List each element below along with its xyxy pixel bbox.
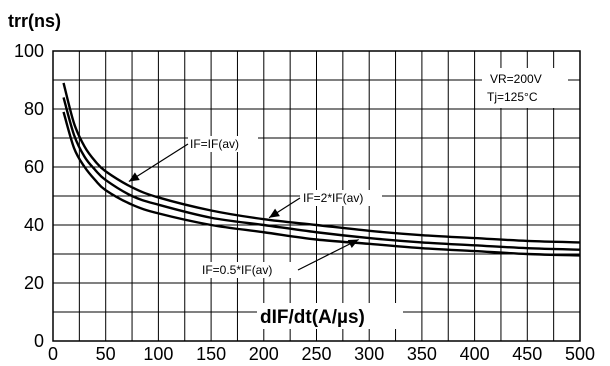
- annotation-arrow-line: [297, 238, 359, 271]
- conditions-box: VR=200V Tj=125°C: [482, 68, 568, 108]
- series-line-1: [62, 97, 581, 251]
- annotation-if-half: IF=0.5*IF(av): [202, 263, 272, 277]
- plot-frame: [52, 50, 581, 342]
- annotation-arrow-head: [269, 208, 280, 218]
- annotation-if-2x: IF=2*IF(av): [303, 191, 363, 205]
- y-tick-label: 80: [24, 99, 44, 119]
- curves: [62, 82, 581, 257]
- x-tick-label: 50: [96, 344, 116, 364]
- y-tick-label: 100: [14, 41, 44, 61]
- annotation-arrow-head: [347, 239, 359, 249]
- x-tick-label: 500: [565, 344, 595, 364]
- x-tick-label: 250: [301, 344, 331, 364]
- annotation-if-av: IF=IF(av): [190, 137, 239, 151]
- x-tick-label: 0: [48, 344, 58, 364]
- x-tick-label: 200: [249, 344, 279, 364]
- series-line-0: [62, 82, 581, 244]
- y-tick-label: 60: [24, 157, 44, 177]
- series-line-2: [62, 111, 581, 257]
- x-axis-label: dIF/dt(A/µs): [260, 307, 365, 328]
- y-tick-label: 0: [34, 331, 44, 351]
- annotations: IF=IF(av) IF=2*IF(av) IF=0.5*IF(av): [188, 136, 382, 278]
- grid: [53, 51, 580, 341]
- x-tick-label: 150: [196, 344, 226, 364]
- condition-tj: Tj=125°C: [487, 90, 538, 104]
- annotation-arrow-line: [128, 143, 189, 183]
- y-axis-label: trr(ns): [8, 11, 61, 31]
- x-tick-label: 350: [407, 344, 437, 364]
- x-tick-label: 450: [512, 344, 542, 364]
- tick-labels: 0 50 100 150 200 250 300 350 400 450 500 0 20 40 60 80 1…: [14, 41, 595, 364]
- condition-vr: VR=200V: [490, 72, 542, 86]
- x-tick-label: 300: [354, 344, 384, 364]
- y-tick-label: 40: [24, 215, 44, 235]
- x-tick-label: 400: [460, 344, 490, 364]
- y-tick-label: 20: [24, 273, 44, 293]
- annotation-arrows: [128, 143, 359, 271]
- annotation-arrow-head: [128, 172, 140, 182]
- x-axis-label-box: dIF/dt(A/µs): [257, 303, 403, 329]
- x-tick-label: 100: [143, 344, 173, 364]
